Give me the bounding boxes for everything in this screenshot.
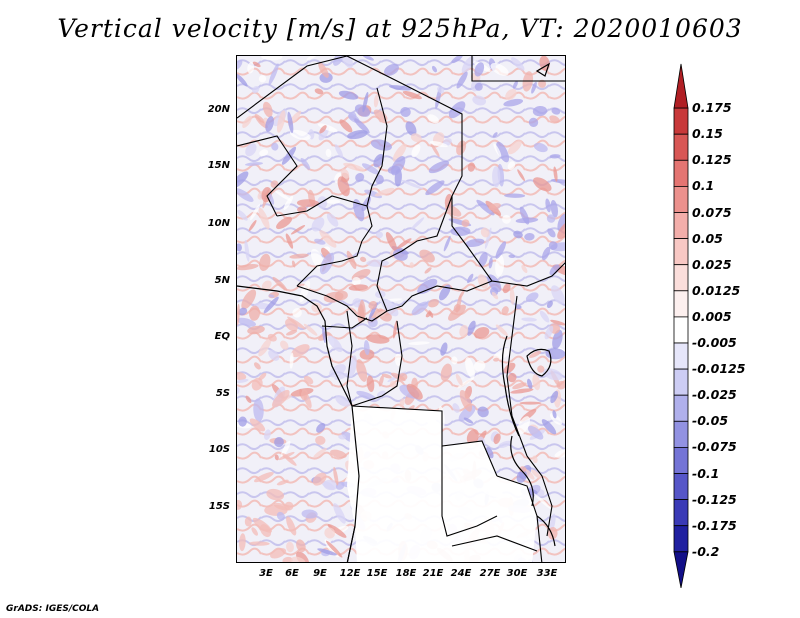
velocity-field-map [237, 56, 565, 562]
latitude-tick-label: 10S [208, 444, 230, 455]
colorbar-segment [673, 133, 689, 161]
colorbar-tick-label: 0.1 [692, 178, 715, 194]
colorbar-tick-label: -0.175 [692, 517, 737, 533]
latitude-tick-label: 5S [215, 388, 230, 399]
colorbar-segment [673, 342, 689, 370]
longitude-tick-label: 33E [536, 568, 558, 579]
longitude-tick-label: 21E [422, 568, 444, 579]
colorbar-segment [673, 212, 689, 240]
longitude-tick-label: 24E [450, 568, 472, 579]
colorbar-tick-label: 0.15 [692, 126, 723, 142]
colorbar-tick-label: -0.1 [692, 465, 720, 481]
longitude-tick-label: 12E [339, 568, 361, 579]
latitude-tick-label: 15S [208, 501, 230, 512]
longitude-tick-label: 30E [506, 568, 528, 579]
map-title: Vertical velocity [m/s] at 925hPa, VT: 2… [57, 14, 743, 43]
colorbar-segment [673, 551, 689, 588]
colorbar-tick-label: -0.125 [692, 491, 737, 507]
colorbar-tick-label: 0.05 [692, 230, 723, 246]
colorbar-tick-label: 0.005 [692, 308, 732, 324]
latitude-tick-label: 15N [207, 160, 230, 171]
colorbar-segment [673, 525, 689, 553]
credit-text: GrADS: IGES/COLA [6, 604, 100, 614]
colorbar-tick-label: 0.125 [692, 152, 732, 168]
longitude-tick-label: 9E [313, 568, 327, 579]
colorbar-tick-label: -0.025 [692, 387, 737, 403]
colorbar-segment [673, 238, 689, 266]
colorbar-segment [673, 473, 689, 501]
latitude-tick-label: 10N [207, 218, 230, 229]
longitude-tick-label: 18E [395, 568, 417, 579]
colorbar-segment [673, 368, 689, 396]
colorbar-tick-label: 0.075 [692, 204, 732, 220]
colorbar-tick-label: -0.0125 [692, 361, 746, 377]
colorbar-segment [673, 264, 689, 292]
colorbar-tick-label: -0.2 [692, 543, 720, 559]
colorbar-segment [673, 107, 689, 135]
colorbar-tick-label: -0.075 [692, 439, 737, 455]
colorbar-segment [673, 446, 689, 474]
longitude-tick-label: 6E [285, 568, 299, 579]
colorbar-tick-label: 0.0125 [692, 282, 741, 298]
latitude-tick-label: 5N [214, 275, 230, 286]
map-panel [236, 55, 566, 563]
colorbar-tick-label: 0.175 [692, 100, 732, 116]
latitude-tick-label: EQ [214, 331, 230, 342]
latitude-tick-label: 20N [207, 104, 230, 115]
colorbar-segment [673, 499, 689, 527]
longitude-tick-label: 3E [259, 568, 273, 579]
longitude-tick-label: 27E [479, 568, 501, 579]
colorbar-segment [673, 185, 689, 213]
colorbar-segment [673, 394, 689, 422]
colorbar-segment [673, 316, 689, 344]
colorbar-segment [673, 420, 689, 448]
colorbar-segment [673, 63, 689, 109]
colorbar-tick-label: 0.025 [692, 256, 732, 272]
colorbar-tick-label: -0.05 [692, 413, 729, 429]
longitude-tick-label: 15E [366, 568, 388, 579]
colorbar-segment [673, 159, 689, 187]
colorbar-tick-label: -0.005 [692, 335, 737, 350]
colorbar-segment [673, 290, 689, 318]
